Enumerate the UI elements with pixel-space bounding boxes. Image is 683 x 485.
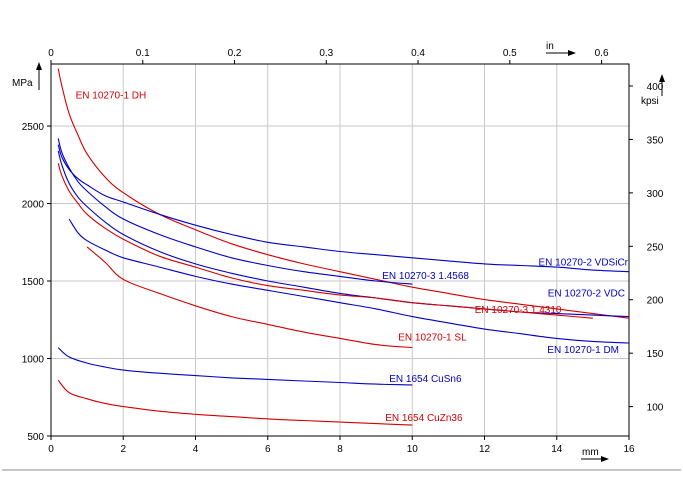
right-axis-tick-label: 100 [647, 403, 664, 414]
top-axis-tick-label: 0.1 [136, 48, 150, 59]
bottom-axis-tick-label: 14 [551, 444, 563, 455]
bottom-axis-tick-label: 8 [337, 444, 343, 455]
bottom-axis-tick-label: 12 [479, 444, 491, 455]
top-axis-tick-label: 0.5 [503, 48, 517, 59]
series-line-en-10270-2-vdsicr [57, 144, 630, 273]
series-label-en-10270-2-vdc: EN 10270-2 VDC [548, 289, 625, 300]
right-axis-tick-label: 400 [647, 82, 664, 93]
series-label-en-10270-1-dm: EN 10270-1 DM [547, 345, 619, 356]
bottom-axis-tick-label: 6 [265, 444, 271, 455]
top-axis-tick-label: 0.2 [228, 48, 242, 59]
left-axis-unit-label: MPa [12, 78, 33, 89]
axes-layer [2, 50, 681, 471]
top-axis-tick-label: 0.6 [595, 48, 609, 59]
label-layer: 0 2 4 6 8 10 12 14 16 0 0.1 0.2 0.3 0.4 0.5 0.6 500 1000 1… [12, 41, 664, 458]
left-axis-tick-label: 1500 [22, 277, 45, 288]
series-line-en-10270-1-dm [68, 218, 630, 344]
right-axis-tick-label: 150 [647, 349, 664, 360]
series-label-en-10270-3-1-4310: EN 10270-3 1.4310 [475, 305, 562, 316]
series-label-en-10270-1-dh: EN 10270-1 DH [76, 91, 147, 102]
series-label-en-1654-cusn6: EN 1654 CuSn6 [389, 374, 462, 385]
series-line-en-10270-2-vdc [57, 150, 630, 318]
series-line-en-10270-3-1-4568 [57, 138, 413, 285]
series-label-en-10270-3-1-4568: EN 10270-3 1.4568 [382, 271, 469, 282]
top-axis-unit-label: in [546, 41, 554, 52]
left-axis-tick-label: 2000 [22, 200, 45, 211]
bottom-axis-tick-label: 4 [193, 444, 199, 455]
series-line-en-10270-1-dh [57, 68, 630, 319]
series-line-en-1654-cusn6 [57, 347, 413, 386]
right-axis-tick-label: 200 [647, 296, 664, 307]
right-axis-unit-arrow-icon [659, 74, 665, 82]
left-axis-tick-label: 1000 [22, 355, 45, 366]
grid-layer [51, 64, 629, 436]
bottom-axis-tick-label: 16 [623, 444, 635, 455]
series-label-en-10270-2-vdsicr: EN 10270-2 VDSiCr [539, 258, 629, 269]
right-axis-tick-label: 350 [647, 135, 664, 146]
series-line-en-10270-3-1-4310 [57, 163, 593, 319]
series-line-en-1654-cuzn36 [57, 379, 413, 426]
bottom-axis-unit-arrow-icon [601, 456, 609, 462]
right-axis-unit-label: kpsi [641, 96, 659, 107]
series-line-en-10270-1-sl [86, 246, 413, 349]
bottom-axis-tick-label: 2 [120, 444, 126, 455]
series-label-en-1654-cuzn36: EN 1654 CuZn36 [385, 413, 463, 424]
top-axis-tick-label: 0.3 [319, 48, 333, 59]
top-axis-tick-label: 0.4 [411, 48, 425, 59]
bottom-axis-unit-label: mm [582, 447, 599, 458]
left-axis-tick-label: 2500 [22, 122, 45, 133]
series-label-en-10270-1-sl: EN 10270-1 SL [398, 333, 467, 344]
right-axis-tick-label: 300 [647, 189, 664, 200]
top-axis-tick-label: 0 [48, 48, 54, 59]
left-axis-unit-arrow-icon [36, 62, 42, 70]
series-layer [57, 68, 630, 426]
bottom-axis-tick-label: 10 [407, 444, 419, 455]
right-axis-tick-label: 250 [647, 242, 664, 253]
top-axis-unit-arrow-icon [568, 50, 576, 56]
bottom-axis-tick-label: 0 [48, 444, 54, 455]
left-axis-tick-label: 500 [27, 432, 44, 443]
